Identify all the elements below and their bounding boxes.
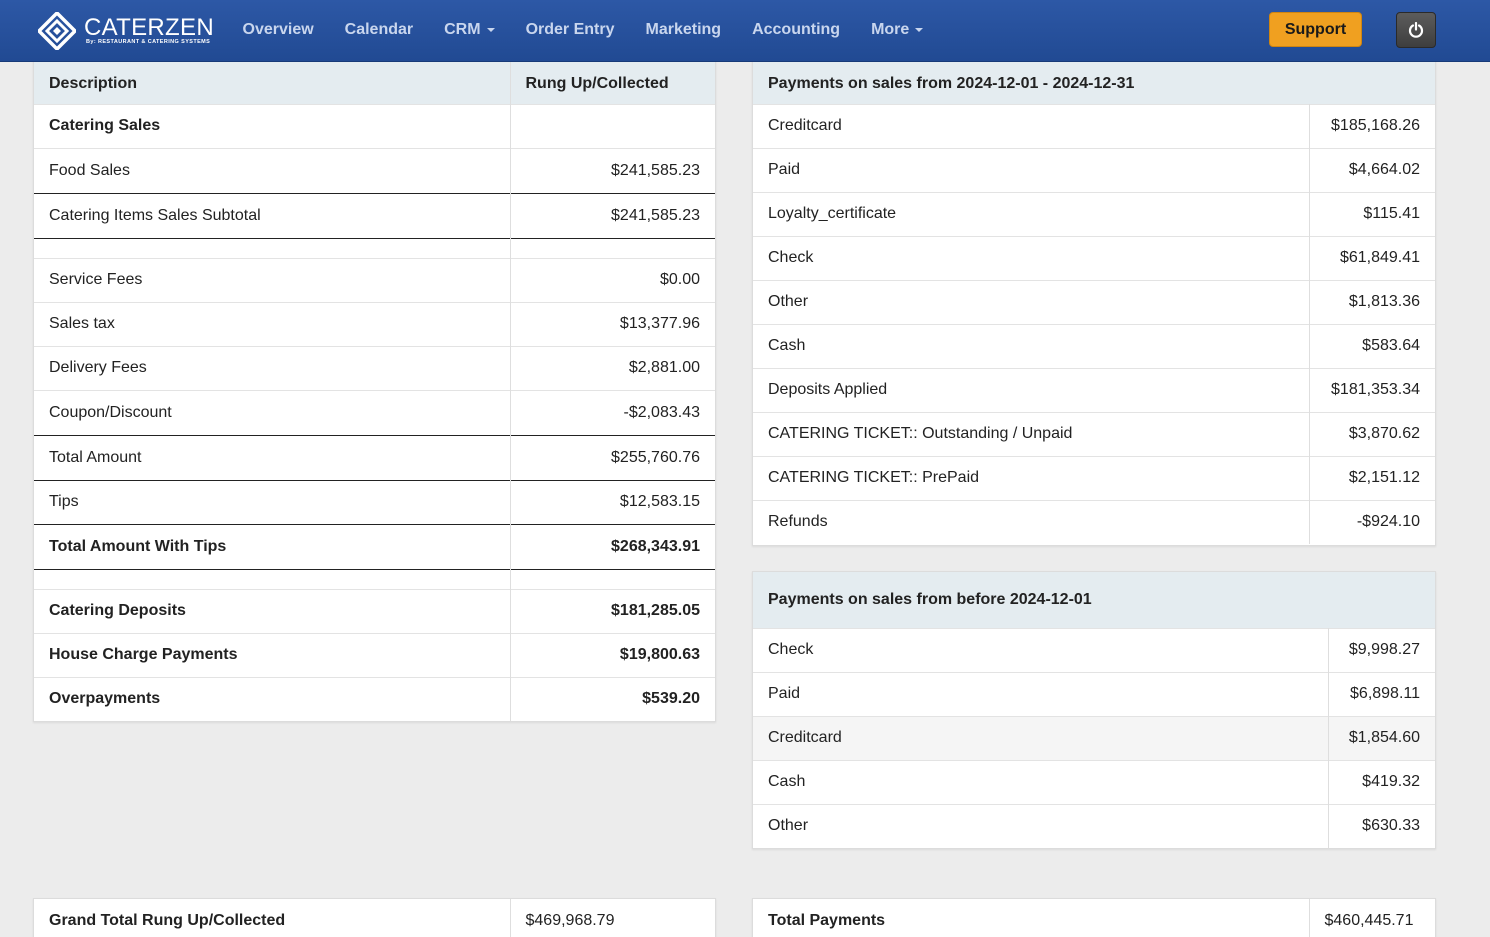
table-row: Loyalty_certificate $115.41 <box>753 192 1436 236</box>
table-row: Other $630.33 <box>753 804 1436 848</box>
table-row: Coupon/Discount -$2,083.43 <box>34 390 715 435</box>
nav-calendar[interactable]: Calendar <box>344 21 414 38</box>
table-row: Grand Total Rung Up/Collected $469,968.7… <box>34 899 715 937</box>
table-row: Catering Sales <box>34 104 715 148</box>
table-row: Total Amount $255,760.76 <box>34 435 715 480</box>
table-row: Sales tax $13,377.96 <box>34 302 715 346</box>
power-icon <box>1408 22 1424 38</box>
table-row: Service Fees $0.00 <box>34 258 715 302</box>
table-row: Total Amount With Tips $268,343.91 <box>34 524 715 569</box>
top-navbar: CATERZEN By: RESTAURANT & CATERING SYSTE… <box>0 0 1490 62</box>
nav-more[interactable]: More <box>856 21 939 39</box>
table-row: CATERING TICKET:: PrePaid $2,151.12 <box>753 456 1436 500</box>
logout-button[interactable] <box>1396 12 1436 48</box>
table-row: House Charge Payments $19,800.63 <box>34 633 715 677</box>
table-row: Creditcard $1,854.60 <box>753 716 1436 760</box>
payments-before-table: Payments on sales from before 2024-12-01… <box>753 572 1436 848</box>
spacer-row <box>34 569 715 589</box>
caret-down-icon <box>915 28 924 32</box>
nav-order-entry[interactable]: Order Entry <box>525 21 615 38</box>
logo-text: CATERZEN <box>84 14 214 41</box>
table-row: Paid $4,664.02 <box>753 148 1436 192</box>
table-row: Deposits Applied $181,353.34 <box>753 368 1436 412</box>
main-nav: Overview Calendar CRM Order Entry Market… <box>227 0 939 60</box>
grand-total-panel: Grand Total Rung Up/Collected $469,968.7… <box>33 898 716 937</box>
total-payments-table: Total Payments $460,445.71 <box>753 899 1435 937</box>
total-payments-label: Total Payments <box>768 912 886 929</box>
table-row: Catering Items Sales Subtotal $241,585.23 <box>34 193 715 238</box>
table-row: Catering Deposits $181,285.05 <box>34 589 715 633</box>
logo-subtitle: By: RESTAURANT & CATERING SYSTEMS <box>86 39 211 45</box>
table-row: Refunds -$924.10 <box>753 500 1436 544</box>
nav-overview[interactable]: Overview <box>242 21 314 38</box>
payments-before-header: Payments on sales from before 2024-12-01 <box>753 572 1436 628</box>
grand-total-value: $469,968.79 <box>509 899 715 937</box>
sales-summary-table: Description Rung Up/Collected Catering S… <box>34 41 715 721</box>
table-row: Check $61,849.41 <box>753 236 1436 280</box>
payments-before-panel: Payments on sales from before 2024-12-01… <box>752 571 1436 849</box>
table-row: Food Sales $241,585.23 <box>34 148 715 193</box>
table-row: Tips $12,583.15 <box>34 480 715 524</box>
logo-diamond-icon <box>38 12 76 50</box>
table-row: Cash $583.64 <box>753 324 1436 368</box>
nav-accounting[interactable]: Accounting <box>752 21 841 38</box>
payments-period-panel: Payments on sales from 2024-12-01 - 2024… <box>752 40 1436 546</box>
grand-total-label: Grand Total Rung Up/Collected <box>49 912 286 929</box>
payments-period-table: Payments on sales from 2024-12-01 - 2024… <box>753 41 1436 544</box>
table-row: Cash $419.32 <box>753 760 1436 804</box>
support-button[interactable]: Support <box>1269 12 1362 47</box>
table-row: Check $9,998.27 <box>753 628 1436 672</box>
table-row: Delivery Fees $2,881.00 <box>34 346 715 390</box>
table-row: Creditcard $185,168.26 <box>753 104 1436 148</box>
total-payments-value: $460,445.71 <box>1308 899 1435 937</box>
caterzen-logo[interactable]: CATERZEN By: RESTAURANT & CATERING SYSTE… <box>38 12 214 50</box>
table-row: CATERING TICKET:: Outstanding / Unpaid $3… <box>753 412 1436 456</box>
nav-marketing[interactable]: Marketing <box>645 21 722 38</box>
table-row: Overpayments $539.20 <box>34 677 715 721</box>
payments-before-title: Payments on sales from before 2024-12-01 <box>753 572 1436 628</box>
caret-down-icon <box>486 28 495 32</box>
nav-crm[interactable]: CRM <box>429 21 510 39</box>
table-row: Other $1,813.36 <box>753 280 1436 324</box>
table-row: Paid $6,898.11 <box>753 672 1436 716</box>
table-row: Total Payments $460,445.71 <box>753 899 1435 937</box>
grand-total-table: Grand Total Rung Up/Collected $469,968.7… <box>34 899 715 937</box>
total-payments-panel: Total Payments $460,445.71 <box>752 898 1436 937</box>
sales-summary-panel: Description Rung Up/Collected Catering S… <box>33 40 716 722</box>
spacer-row <box>34 238 715 258</box>
